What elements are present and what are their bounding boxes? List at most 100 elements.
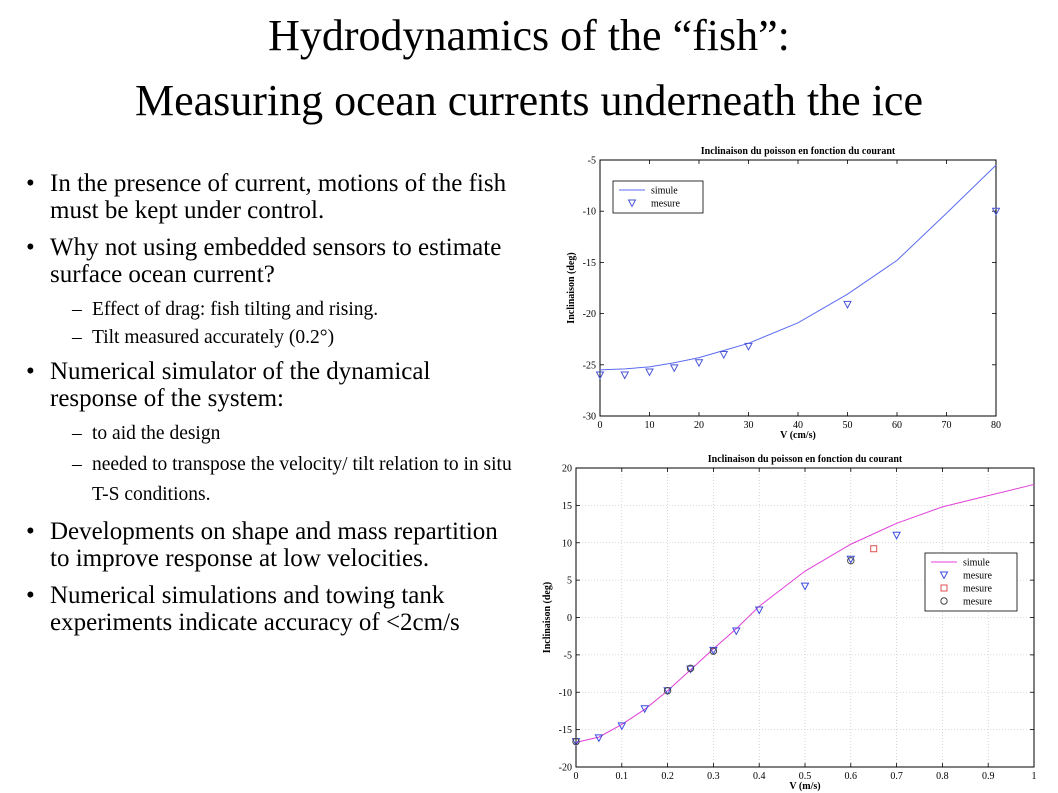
y-tick-label: 10 <box>562 538 572 549</box>
y-tick-label: 15 <box>562 501 572 512</box>
sub-bullet-item: – Effect of drag: fish tilting and rising… <box>22 298 522 322</box>
x-tick-label: 20 <box>694 420 704 431</box>
x-tick-label: 30 <box>744 420 754 431</box>
data-point-mesure <box>843 300 852 309</box>
y-tick-label: -15 <box>583 258 596 269</box>
x-tick-label: 70 <box>942 420 952 431</box>
sub-bullet-item: – to aid the design <box>22 422 522 446</box>
dash-marker: – <box>72 327 82 348</box>
data-point-mesure <box>846 555 856 564</box>
y-tick-label: 0 <box>567 613 572 624</box>
data-point-mesure <box>731 627 741 636</box>
sub-bullet-text: Effect of drag: fish tilting and rising. <box>92 299 379 320</box>
x-tick-label: 0.7 <box>890 771 903 782</box>
x-tick-label: 60 <box>892 420 902 431</box>
x-axis-label: V (cm/s) <box>780 430 816 441</box>
x-tick-label: 0.6 <box>845 771 858 782</box>
x-tick-label: 0.3 <box>707 771 720 782</box>
data-point-mesure <box>686 664 695 673</box>
legend-swatch <box>940 597 948 605</box>
bullet-item: Numerical simulations and towing tank ex… <box>22 582 522 636</box>
x-tick-label: 0.1 <box>616 771 629 782</box>
data-point-mesure <box>617 722 627 731</box>
chart-title: Inclinaison du poisson en fonction du co… <box>701 146 896 157</box>
dash-marker: – <box>72 454 82 475</box>
x-axis-label: V (m/s) <box>789 781 820 792</box>
data-point-mesure <box>663 687 672 695</box>
data-point-mesure <box>694 359 704 368</box>
sub-bullet-item: – needed to transpose the velocity/ tilt … <box>22 450 522 510</box>
legend-label: mesure <box>963 584 992 595</box>
sub-bullet-text: to aid the design <box>92 423 221 444</box>
y-tick-label: -15 <box>559 725 572 736</box>
data-point-mesure <box>640 705 650 714</box>
x-tick-label: 0.9 <box>982 771 995 782</box>
legend-label: mesure <box>651 199 680 210</box>
sub-bullet-item: – Tilt measured accurately (0.2°) <box>22 326 522 350</box>
x-tick-label: 10 <box>645 420 655 431</box>
data-point-mesure <box>892 531 901 540</box>
data-point-mesure <box>709 647 718 655</box>
data-point-mesure <box>800 582 810 591</box>
y-tick-label: 20 <box>562 464 572 475</box>
legend-label: simule <box>963 558 990 569</box>
slide-title-line2: Measuring ocean currents underneath the … <box>135 76 923 125</box>
y-tick-label: -25 <box>583 360 596 371</box>
bullet-item: Numerical simulator of the dynamical res… <box>22 358 522 412</box>
y-tick-label: 5 <box>567 576 572 587</box>
y-axis-label: Inclinaison (deg) <box>542 582 553 653</box>
x-tick-label: 0.4 <box>753 771 766 782</box>
series-line-simule <box>599 164 997 371</box>
y-tick-label: -10 <box>559 688 572 699</box>
x-tick-label: 0 <box>598 420 603 431</box>
y-tick-label: -20 <box>583 309 596 320</box>
legend-box <box>612 180 704 214</box>
series-line-simule <box>575 483 1035 743</box>
legend-swatch <box>940 584 948 592</box>
dash-marker: – <box>72 299 82 320</box>
legend-label: simule <box>651 186 678 197</box>
data-point-mesure <box>594 734 604 743</box>
y-tick-label: -5 <box>588 156 596 167</box>
tilt-chart-cm: 0 10 20 30 40 50 60 70 80 -30 -25 -20 -15 -10 -5 Inclin… <box>566 146 1001 441</box>
data-point-mesure <box>719 351 729 360</box>
x-tick-label: 0.8 <box>936 771 949 782</box>
legend-label: mesure <box>963 571 992 582</box>
y-axis-label: Inclinaison (deg) <box>566 252 577 323</box>
tilt-chart-ms: 0 0.1 0.2 0.3 0.4 0.5 0.6 0.7 0.8 0.9 1 -20 -15 -10 -5… <box>542 454 1037 792</box>
x-tick-label: 50 <box>843 420 853 431</box>
x-tick-label: 40 <box>793 420 803 431</box>
bullet-item: Developments on shape and mass repartiti… <box>22 518 522 572</box>
slide-title-line1: Hydrodynamics of the “fish”: <box>268 11 790 60</box>
data-point-mesure <box>754 606 764 615</box>
data-point-mesure <box>991 207 1001 216</box>
sub-bullet-text: needed to transpose the velocity/ tilt r… <box>92 454 512 505</box>
legend-swatch <box>939 571 949 580</box>
legend-swatch <box>627 199 637 208</box>
data-point-mesure <box>847 556 855 565</box>
x-tick-label: 80 <box>991 420 1001 431</box>
data-point-mesure <box>572 737 580 746</box>
y-tick-label: -30 <box>583 412 596 423</box>
data-point-mesure <box>870 545 878 553</box>
y-tick-label: -5 <box>564 650 572 661</box>
data-point-mesure <box>709 646 718 655</box>
legend-label: mesure <box>963 597 992 608</box>
data-point-mesure <box>686 665 695 674</box>
x-tick-label: 0.5 <box>799 771 812 782</box>
y-tick-label: -10 <box>583 207 596 218</box>
data-point-mesure <box>620 371 630 380</box>
bullet-list: In the presence of current, motions of t… <box>22 170 522 646</box>
dash-marker: – <box>72 423 82 444</box>
data-point-mesure <box>645 368 654 377</box>
x-tick-label: 0 <box>574 771 579 782</box>
bullet-item: In the presence of current, motions of t… <box>22 170 522 224</box>
x-tick-label: 1 <box>1032 771 1037 782</box>
sub-bullet-text: Tilt measured accurately (0.2°) <box>92 327 335 348</box>
data-point-mesure <box>669 364 679 373</box>
data-point-mesure <box>744 342 753 351</box>
bullet-item: Why not using embedded sensors to estima… <box>22 234 522 288</box>
chart-title: Inclinaison du poisson en fonction du co… <box>708 454 903 465</box>
data-point-mesure <box>595 371 605 380</box>
x-tick-label: 0.2 <box>661 771 674 782</box>
